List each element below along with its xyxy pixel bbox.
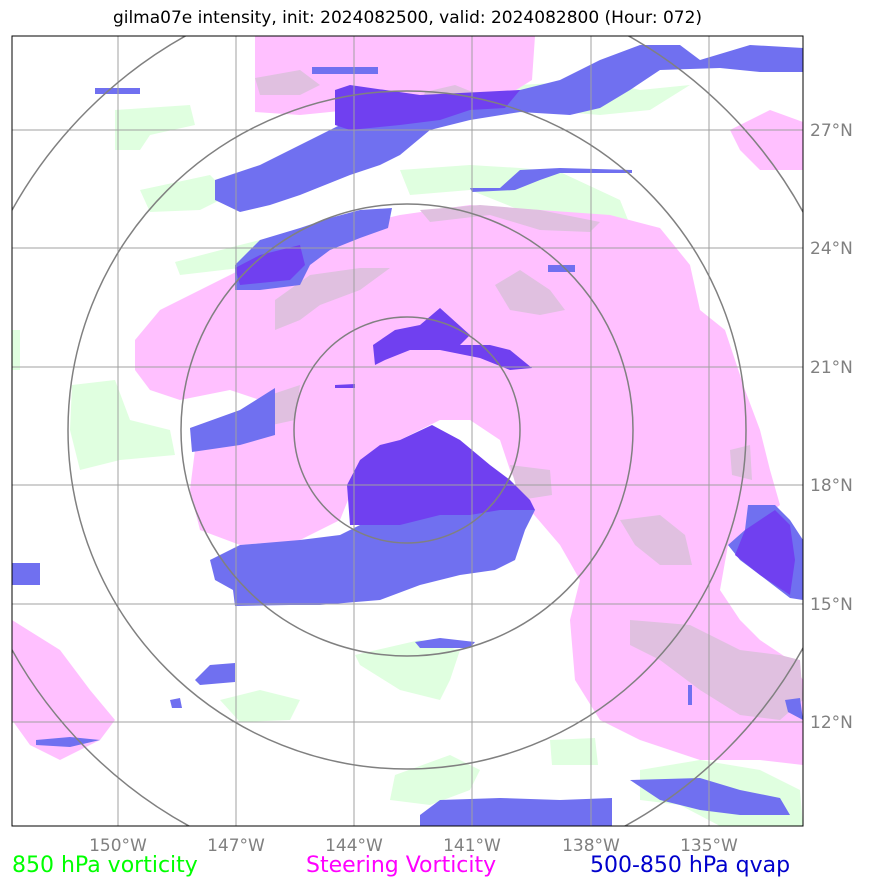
latitude-labels: 27°N 24°N 21°N 18°N 15°N 12°N — [810, 121, 853, 733]
lat-label: 18°N — [810, 476, 853, 496]
range-ring-2 — [180, 203, 634, 657]
legend-qvap: 500-850 hPa qvap — [590, 853, 791, 878]
legend-850-vorticity: 850 hPa vorticity — [12, 853, 198, 878]
lat-label: 21°N — [810, 358, 853, 378]
range-ring-1 — [293, 316, 521, 544]
legend-steering-vorticity: Steering Vorticity — [306, 853, 497, 878]
longitude-labels: 150°W 147°W 144°W 141°W 138°W 135°W — [89, 836, 738, 856]
map-title: gilma07e intensity, init: 2024082500, va… — [112, 8, 703, 28]
lon-label: 135°W — [680, 836, 738, 856]
map-layers — [12, 36, 803, 826]
qvap-core-layer — [235, 85, 795, 595]
lat-label: 24°N — [810, 239, 853, 259]
lon-label: 138°W — [562, 836, 620, 856]
map-frame — [11, 35, 804, 827]
lon-label: 141°W — [443, 836, 501, 856]
range-ring-3 — [67, 90, 747, 770]
lon-label: 150°W — [89, 836, 147, 856]
gridlines — [12, 36, 803, 826]
lat-label: 12°N — [810, 713, 853, 733]
lon-label: 144°W — [325, 836, 383, 856]
range-rings — [12, 36, 803, 826]
lon-label: 147°W — [207, 836, 265, 856]
lat-label: 27°N — [810, 121, 853, 141]
lat-label: 15°N — [810, 595, 853, 615]
